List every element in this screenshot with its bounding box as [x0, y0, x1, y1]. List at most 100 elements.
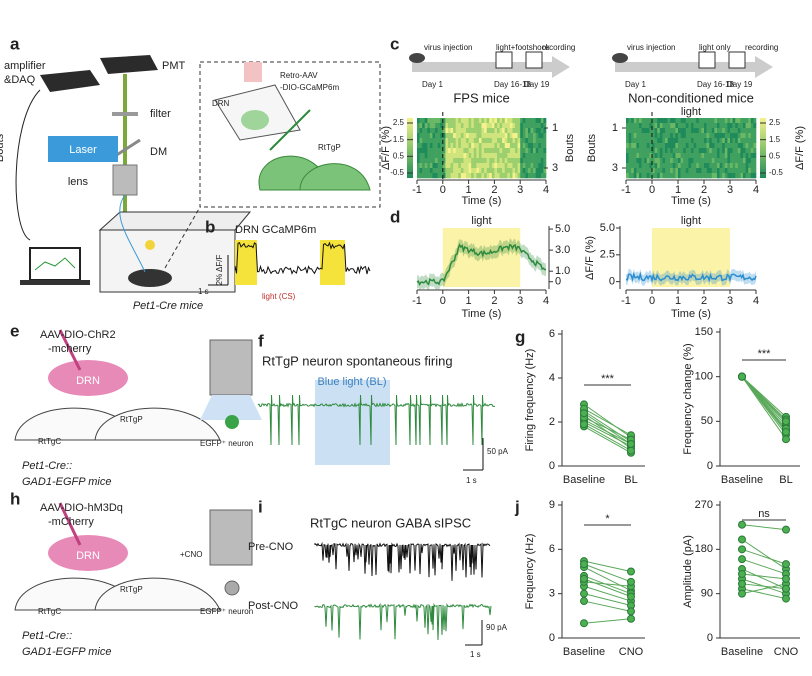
heat-cell	[722, 133, 726, 139]
heat-cell	[527, 133, 531, 139]
axis-label: Time (s)	[462, 308, 502, 320]
heat-cell	[484, 133, 487, 139]
heat-cell	[422, 173, 426, 179]
heat-cell	[520, 153, 524, 159]
heat-cell	[525, 148, 529, 154]
heat-cell	[698, 118, 702, 124]
label: Pre-CNO	[248, 541, 294, 553]
heat-cell	[517, 123, 521, 129]
heat-cell	[688, 128, 692, 134]
axis-label: ΔF/F (%)	[794, 126, 806, 170]
pair-line	[583, 593, 632, 606]
heat-cell	[748, 153, 752, 159]
heat-cell	[735, 123, 739, 129]
trace	[314, 602, 492, 641]
colorbar	[407, 118, 413, 178]
x-tick-label: 3	[517, 295, 523, 307]
heat-cell	[626, 123, 629, 129]
heat-cell	[709, 128, 713, 134]
heat-cell	[649, 138, 653, 144]
label: light	[681, 215, 701, 227]
heat-cell	[486, 173, 490, 179]
dot	[627, 577, 635, 586]
heat-cell	[504, 168, 508, 174]
heat-cell	[494, 118, 498, 124]
heat-cell	[636, 173, 640, 179]
heat-cell	[481, 168, 485, 174]
heat-cell	[450, 138, 454, 144]
heat-cell	[447, 128, 451, 134]
heat-cell	[432, 153, 436, 159]
heat-cell	[670, 158, 674, 164]
heat-cell	[709, 138, 713, 144]
heat-cell	[481, 138, 485, 144]
heat-cell	[737, 133, 741, 139]
heat-cell	[535, 143, 539, 149]
label: light (CS)	[262, 292, 296, 301]
heat-cell	[691, 128, 694, 134]
label: ***	[758, 348, 772, 360]
heat-cell	[455, 133, 459, 139]
heat-cell	[466, 173, 469, 179]
heat-cell	[711, 128, 715, 134]
dot	[782, 525, 790, 534]
heat-cell	[633, 163, 637, 169]
heat-cell	[486, 148, 490, 154]
heat-cell	[437, 173, 441, 179]
heat-cell	[504, 143, 508, 149]
heat-cell	[499, 138, 503, 144]
dot	[782, 560, 790, 569]
heat-cell	[502, 163, 506, 169]
heat-cell	[540, 128, 544, 134]
heat-cell	[719, 143, 723, 149]
heat-cell	[525, 153, 529, 159]
heat-cell	[424, 128, 428, 134]
heat-cell	[743, 128, 746, 134]
heat-cell	[543, 153, 547, 159]
heat-cell	[743, 168, 746, 174]
heat-cell	[662, 138, 666, 144]
heat-cell	[633, 153, 637, 159]
heat-cell	[649, 128, 653, 134]
heat-cell	[491, 153, 495, 159]
heat-cell	[626, 168, 629, 174]
label: DRN	[76, 375, 100, 387]
heat-cell	[512, 173, 516, 179]
label: Retro-AAV	[280, 71, 318, 80]
heat-cell	[753, 138, 757, 144]
heat-cell	[675, 163, 679, 169]
heat-cell	[422, 158, 426, 164]
heat-cell	[730, 163, 733, 169]
heat-cell	[665, 118, 668, 124]
dot	[627, 446, 635, 455]
heat-cell	[522, 168, 526, 174]
heat-cell	[659, 128, 663, 134]
heat-cell	[633, 123, 637, 129]
heat-cell	[484, 143, 487, 149]
heat-cell	[527, 118, 531, 124]
heat-cell	[670, 168, 674, 174]
heat-cell	[636, 133, 640, 139]
heat-cell	[626, 153, 629, 159]
heat-cell	[466, 148, 469, 154]
heat-cell	[717, 128, 720, 134]
heat-cell	[670, 173, 674, 179]
heat-cell	[460, 158, 464, 164]
heat-cell	[730, 138, 733, 144]
heat-cell	[447, 168, 451, 174]
heat-cell	[717, 138, 720, 144]
heat-cell	[484, 153, 487, 159]
heat-cell	[688, 133, 692, 139]
heat-cell	[665, 173, 668, 179]
heat-cell	[473, 133, 477, 139]
heat-cell	[727, 123, 731, 129]
label: virus injection	[627, 43, 675, 52]
heat-cell	[509, 128, 513, 134]
heat-cell	[714, 148, 718, 154]
heat-cell	[639, 143, 642, 149]
heat-cell	[740, 148, 744, 154]
axis-label: Bouts	[0, 133, 6, 162]
heat-cell	[424, 138, 428, 144]
heat-cell	[494, 143, 498, 149]
heat-cell	[463, 123, 467, 129]
